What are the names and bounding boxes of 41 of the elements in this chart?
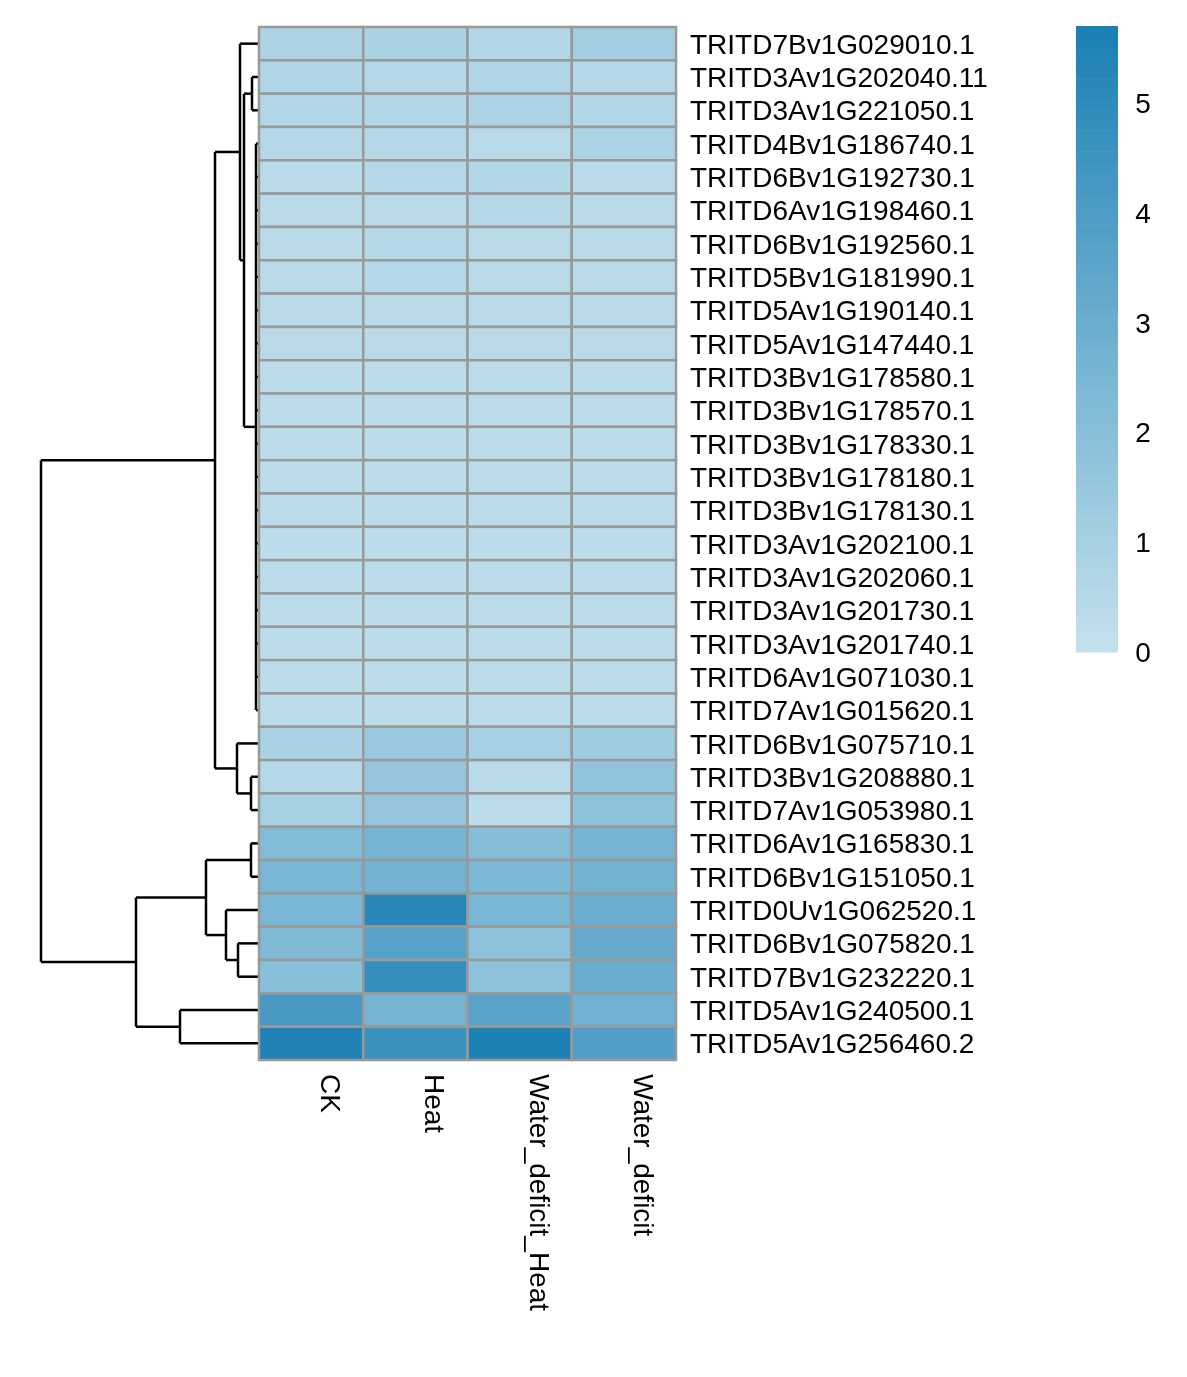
y-tick-label: TRITD3Bv1G178570.1	[690, 395, 975, 427]
y-tick-label: TRITD7Bv1G029010.1	[690, 28, 975, 60]
y-tick-label: TRITD6Bv1G192730.1	[690, 162, 975, 194]
x-tick-label: CK	[315, 1074, 347, 1114]
x-tick-label: Water_deficit	[627, 1074, 659, 1237]
y-tick-label: TRITD0Uv1G062520.1	[690, 895, 977, 927]
y-tick-label: TRITD6Bv1G151050.1	[690, 861, 975, 893]
y-tick-label: TRITD3Av1G221050.1	[690, 95, 975, 127]
y-tick-label: TRITD3Av1G201730.1	[690, 595, 975, 627]
y-tick-label: TRITD5Av1G256460.2	[690, 1028, 975, 1060]
y-tick-label: TRITD5Av1G147440.1	[690, 328, 975, 360]
y-tick-label: TRITD3Bv1G208880.1	[690, 761, 975, 793]
y-tick-label: TRITD5Av1G240500.1	[690, 995, 975, 1027]
y-tick-label: TRITD3Av1G201740.1	[690, 628, 975, 660]
y-tick-label: TRITD4Bv1G186740.1	[690, 128, 975, 160]
y-tick-label: TRITD3Av1G202060.1	[690, 561, 975, 593]
y-tick-label: TRITD5Av1G190140.1	[690, 295, 975, 327]
x-tick-label: Heat	[419, 1074, 451, 1134]
y-tick-label: TRITD5Bv1G181990.1	[690, 262, 975, 293]
color-bar-label: 2	[1135, 417, 1151, 449]
y-tick-label: TRITD6Av1G198460.1	[690, 195, 975, 227]
color-bar-label: 3	[1135, 307, 1151, 339]
y-tick-label: TRITD3Av1G202100.1	[690, 528, 975, 560]
color-bar-label: 4	[1135, 197, 1151, 229]
color-bar-label: 0	[1135, 637, 1151, 669]
x-tick-label: Water_deficit_Heat	[523, 1074, 555, 1312]
y-tick-label: TRITD3Bv1G178130.1	[690, 495, 975, 527]
y-tick-label: TRITD6Av1G071030.1	[690, 661, 975, 693]
y-tick-label: TRITD6Bv1G075710.1	[690, 728, 975, 760]
y-tick-label: TRITD6Av1G165830.1	[690, 828, 975, 860]
y-tick-label: TRITD6Bv1G075820.1	[690, 928, 975, 960]
y-tick-label: TRITD3Bv1G178330.1	[690, 428, 975, 460]
y-tick-label: TRITD7Av1G053980.1	[690, 795, 975, 827]
y-tick-label: TRITD3Bv1G178180.1	[690, 461, 975, 493]
y-tick-label: TRITD7Bv1G232220.1	[690, 961, 975, 993]
color-bar-label: 1	[1135, 527, 1151, 559]
y-tick-label: TRITD6Bv1G192560.1	[690, 228, 975, 260]
y-tick-label: TRITD3Av1G202040.11	[690, 62, 988, 94]
color-bar-label: 5	[1135, 87, 1151, 119]
y-tick-label: TRITD3Bv1G178580.1	[690, 361, 975, 393]
y-tick-label: TRITD7Av1G015620.1	[690, 695, 975, 727]
